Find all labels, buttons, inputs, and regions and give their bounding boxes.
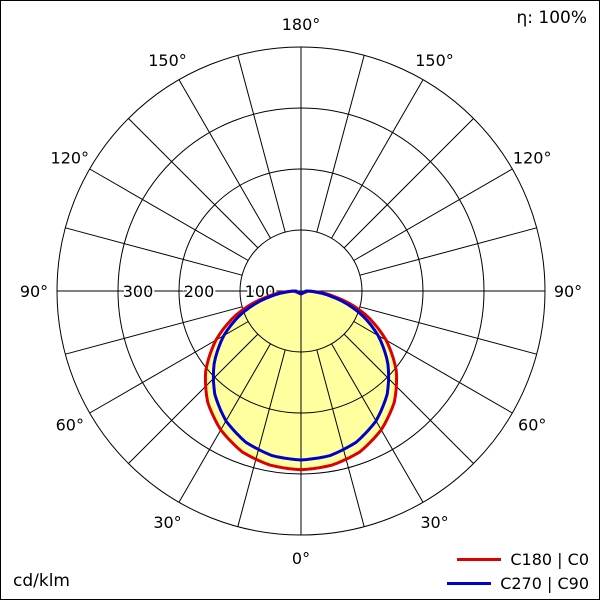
legend-label-c90: C270 | C90 [500, 574, 589, 593]
angle-label: 180° [282, 15, 321, 34]
grid-spoke [89, 168, 249, 261]
angle-label: 150° [148, 51, 187, 70]
grid-spoke [237, 349, 286, 527]
grid-spoke [343, 333, 474, 464]
grid-spoke [65, 227, 243, 276]
angle-label: 60° [56, 416, 84, 435]
polar-grid [56, 46, 546, 536]
grid-spoke [359, 306, 537, 355]
curve-c270-c90 [211, 289, 391, 462]
legend-label-c0: C180 | C0 [510, 550, 589, 569]
grid-spoke [178, 79, 271, 239]
angle-label: 120° [51, 149, 90, 168]
legend: C180 | C0 C270 | C90 [447, 550, 589, 593]
grid-spoke [316, 55, 365, 233]
curve-c180-c0 [203, 289, 399, 472]
angle-label: 0° [292, 549, 310, 568]
grid-spoke [128, 333, 259, 464]
efficiency-label: η: 100% [516, 8, 587, 28]
legend-item-c0: C180 | C0 [447, 550, 589, 569]
legend-line-c0 [457, 558, 502, 561]
radial-tick-label: 200 [184, 282, 215, 301]
grid-spoke [128, 118, 259, 249]
grid-spoke [331, 343, 424, 503]
grid-spoke [359, 227, 537, 276]
angle-label: 120° [513, 149, 552, 168]
angle-label: 30° [153, 513, 181, 532]
legend-item-c90: C270 | C90 [447, 574, 589, 593]
angle-label: 90° [554, 282, 582, 301]
grid-spoke [343, 118, 474, 249]
unit-label: cd/klm [13, 571, 70, 591]
angle-label: 90° [20, 282, 48, 301]
legend-line-c90 [447, 582, 492, 585]
grid-spoke [331, 79, 424, 239]
grid-spoke [316, 349, 365, 527]
angle-label: 150° [415, 51, 454, 70]
grid-spoke [65, 306, 243, 355]
grid-spoke [353, 168, 513, 261]
grid-spoke [237, 55, 286, 233]
angle-label: 30° [420, 513, 448, 532]
angle-labels: 0° 30° 30° 60° 60° 90° 90° 120° 120° 150° 150° 180° [20, 15, 582, 568]
angle-label: 60° [518, 416, 546, 435]
grid-spoke [178, 343, 271, 503]
radial-tick-label: 300 [123, 282, 154, 301]
